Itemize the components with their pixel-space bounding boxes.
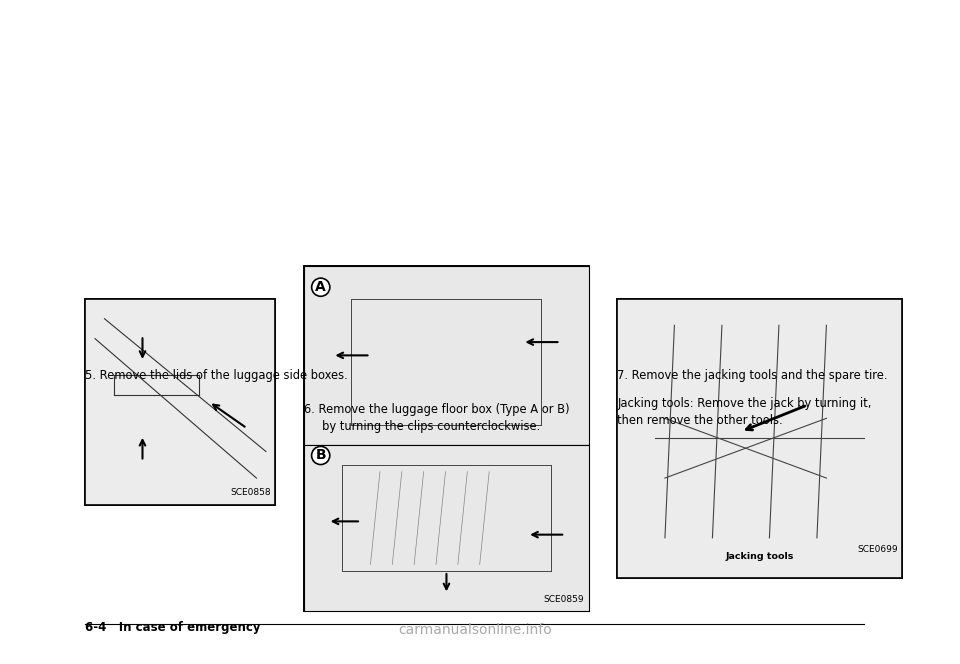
Text: 6-4   In case of emergency: 6-4 In case of emergency	[85, 621, 261, 634]
Text: 6. Remove the luggage floor box (Type A or B)
     by turning the clips counterc: 6. Remove the luggage floor box (Type A …	[304, 403, 569, 433]
Bar	[304, 266, 588, 611]
Text: SCE0858: SCE0858	[230, 487, 271, 497]
Bar	[85, 299, 276, 505]
Text: 7. Remove the jacking tools and the spare tire.: 7. Remove the jacking tools and the spar…	[617, 369, 888, 382]
Bar	[617, 299, 902, 578]
Text: B: B	[316, 448, 326, 462]
Bar	[304, 266, 588, 611]
Bar	[85, 299, 276, 505]
Bar	[617, 299, 902, 578]
Text: SCE0859: SCE0859	[543, 595, 585, 604]
Bar	[304, 266, 588, 445]
Text: Jacking tools: Remove the jack by turning it,
then remove the other tools.: Jacking tools: Remove the jack by turnin…	[617, 397, 872, 427]
Text: A: A	[316, 280, 326, 294]
Text: carmanualsonline.info: carmanualsonline.info	[398, 623, 552, 637]
Text: 5. Remove the lids of the luggage side boxes.: 5. Remove the lids of the luggage side b…	[85, 369, 348, 382]
Text: SCE0699: SCE0699	[857, 545, 898, 554]
Bar	[304, 445, 588, 611]
Text: Jacking tools: Jacking tools	[726, 552, 794, 561]
